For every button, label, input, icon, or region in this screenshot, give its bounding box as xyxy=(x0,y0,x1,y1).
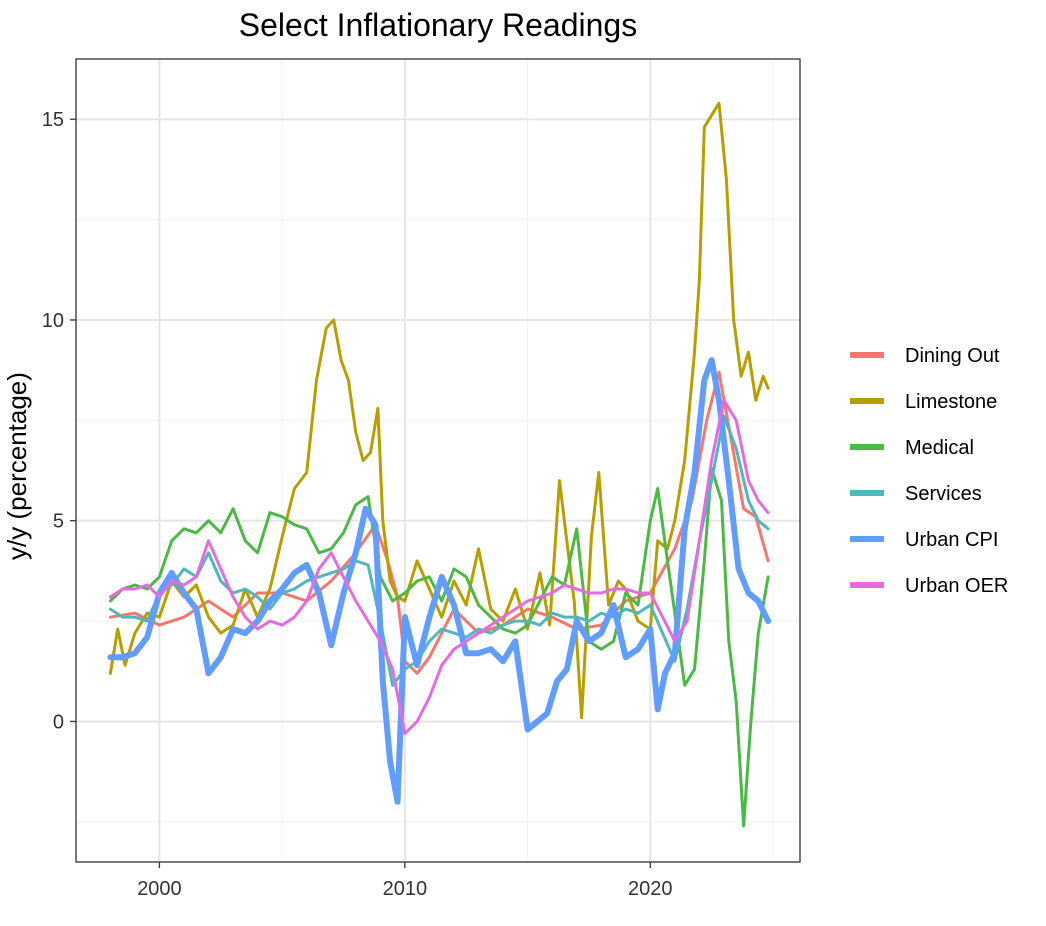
legend-label: Limestone xyxy=(905,391,997,413)
legend-item-services: Services xyxy=(850,483,982,505)
legend-item-dining-out: Dining Out xyxy=(850,345,1000,367)
y-tick-label: 10 xyxy=(42,310,64,332)
legend: Dining Out Limestone Medical Services Urban … xyxy=(850,345,1008,597)
series-lines xyxy=(107,101,772,828)
legend-label: Urban CPI xyxy=(905,529,998,551)
series-line-urban-cpi xyxy=(107,357,772,805)
legend-item-limestone: Limestone xyxy=(850,391,997,413)
x-tick-label: 2000 xyxy=(137,878,182,900)
legend-item-urban-cpi: Urban CPI xyxy=(850,529,998,551)
legend-item-medical: Medical xyxy=(850,437,974,459)
y-tick-label: 0 xyxy=(53,711,64,733)
y-tick-label: 15 xyxy=(42,109,64,131)
plot-border xyxy=(75,58,801,863)
grid-lines xyxy=(76,59,800,862)
x-axis: 2000 2010 2020 xyxy=(137,862,673,900)
y-tick-label: 5 xyxy=(53,511,64,533)
series-line-services xyxy=(108,414,770,687)
y-axis: 0 5 10 15 xyxy=(42,109,76,733)
series-line-medical xyxy=(108,467,770,828)
series-line-dining-out xyxy=(108,370,770,675)
legend-label: Medical xyxy=(905,437,974,459)
x-tick-label: 2020 xyxy=(628,878,673,900)
x-tick-label: 2010 xyxy=(383,878,428,900)
legend-label: Urban OER xyxy=(905,575,1008,597)
legend-item-urban-oer: Urban OER xyxy=(850,575,1008,597)
series-line-urban-oer xyxy=(108,398,770,735)
y-axis-label: y/y (percentage) xyxy=(2,372,32,560)
chart-title: Select Inflationary Readings xyxy=(239,7,637,43)
legend-label: Services xyxy=(905,483,982,505)
legend-label: Dining Out xyxy=(905,345,1000,367)
